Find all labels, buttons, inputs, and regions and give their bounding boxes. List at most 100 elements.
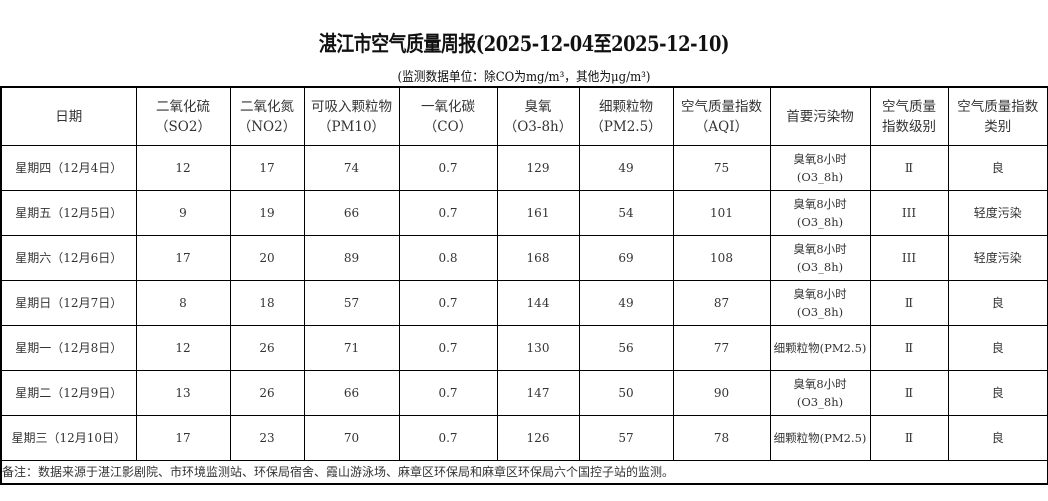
- pollutant-code: (O3_8h): [796, 260, 844, 274]
- pollutant-code: (O3_8h): [796, 305, 844, 319]
- pollutant-code: (O3_8h): [796, 170, 844, 184]
- header-line1: 日期: [55, 108, 83, 125]
- cell-primary-pollutant: 细颗粒物(PM2.5): [769, 415, 871, 461]
- cell-date: 星期四（12月4日）: [0, 145, 137, 191]
- pollutant-name: 臭氧8小时: [793, 197, 847, 211]
- header-line1: 空气质量指数: [681, 98, 762, 115]
- cell-level: Ⅱ: [869, 370, 949, 416]
- cell-so2: 8: [135, 280, 231, 326]
- cell-pm25: 49: [578, 280, 674, 326]
- cell-aqi: 90: [672, 370, 771, 416]
- header-line1: 一氧化碳: [421, 98, 475, 115]
- cell-co: 0.7: [398, 145, 498, 191]
- cell-pm25: 54: [578, 190, 674, 236]
- pollutant-name: 细颗粒物(PM2.5): [773, 431, 867, 445]
- header-line1: 二氧化氮: [240, 98, 294, 115]
- cell-primary-pollutant: 臭氧8小时 (O3_8h): [769, 235, 871, 281]
- cell-aqi: 87: [672, 280, 771, 326]
- cell-co: 0.8: [398, 235, 498, 281]
- cell-pm10: 71: [303, 325, 400, 371]
- cell-co: 0.7: [398, 370, 498, 416]
- cell-so2: 17: [135, 235, 231, 281]
- column-header: 二氧化硫 （SO2）: [135, 86, 231, 146]
- table-row: 星期一（12月8日） 12 26 71 0.7 130 56 77 细颗粒物(PM2.5) Ⅱ 良: [0, 325, 1048, 371]
- cell-primary-pollutant: 臭氧8小时 (O3_8h): [769, 145, 871, 191]
- cell-o3: 147: [496, 370, 580, 416]
- cell-cat: 良: [947, 370, 1048, 416]
- header-line2: （NO2）: [237, 118, 297, 135]
- pollutant-code: (O3_8h): [796, 395, 844, 409]
- page-title: 湛江市空气质量周报(2025-12-04至2025-12-10): [318, 31, 730, 56]
- column-header: 首要污染物: [769, 86, 871, 146]
- table-row: 星期三（12月10日） 17 23 70 0.7 126 57 78 细颗粒物(PM2.5) Ⅱ 良: [0, 415, 1048, 461]
- header-line2: （SO2）: [155, 118, 211, 135]
- cell-no2: 26: [229, 370, 305, 416]
- cell-no2: 17: [229, 145, 305, 191]
- cell-so2: 9: [135, 190, 231, 236]
- cell-cat: 轻度污染: [947, 190, 1048, 236]
- header-line1: 细颗粒物: [599, 98, 653, 115]
- pollutant-name: 臭氧8小时: [793, 152, 847, 166]
- header-line1: 二氧化硫: [156, 98, 210, 115]
- table-row: 星期二（12月9日） 13 26 66 0.7 147 50 90 臭氧8小时 (O3_8h) Ⅱ 良: [0, 370, 1048, 416]
- cell-so2: 12: [135, 145, 231, 191]
- cell-level: Ⅱ: [869, 145, 949, 191]
- cell-cat: 良: [947, 280, 1048, 326]
- cell-so2: 12: [135, 325, 231, 371]
- header-line1: 首要污染物: [786, 108, 854, 125]
- cell-no2: 26: [229, 325, 305, 371]
- cell-date: 星期六（12月6日）: [0, 235, 137, 281]
- table-row: 星期日（12月7日） 8 18 57 0.7 144 49 87 臭氧8小时 (O3_8h) Ⅱ 良: [0, 280, 1048, 326]
- cell-pm10: 66: [303, 370, 400, 416]
- header-line2: （PM10）: [317, 118, 386, 135]
- cell-aqi: 77: [672, 325, 771, 371]
- cell-date: 星期三（12月10日）: [0, 415, 137, 461]
- table-row: 星期五（12月5日） 9 19 66 0.7 161 54 101 臭氧8小时 (O3_8h) II…: [0, 190, 1048, 236]
- cell-level: Ⅱ: [869, 325, 949, 371]
- pollutant-code: (O3_8h): [796, 215, 844, 229]
- cell-cat: 良: [947, 145, 1048, 191]
- cell-cat: 轻度污染: [947, 235, 1048, 281]
- cell-cat: 良: [947, 415, 1048, 461]
- table-row: 星期六（12月6日） 17 20 89 0.8 168 69 108 臭氧8小时 (O3_8h) I…: [0, 235, 1048, 281]
- pollutant-name: 臭氧8小时: [793, 377, 847, 391]
- cell-primary-pollutant: 臭氧8小时 (O3_8h): [769, 190, 871, 236]
- cell-pm10: 70: [303, 415, 400, 461]
- column-header: 可吸入颗粒物 （PM10）: [303, 86, 400, 146]
- cell-co: 0.7: [398, 190, 498, 236]
- header-line1: 空气质量: [882, 98, 936, 115]
- column-header: 空气质量指数 类别: [947, 86, 1048, 146]
- cell-pm25: 69: [578, 235, 674, 281]
- cell-level: Ⅱ: [869, 415, 949, 461]
- column-header: 空气质量 指数级别: [869, 86, 949, 146]
- cell-so2: 17: [135, 415, 231, 461]
- pollutant-name: 臭氧8小时: [793, 242, 847, 256]
- column-header: 一氧化碳 （CO）: [398, 86, 498, 146]
- cell-o3: 129: [496, 145, 580, 191]
- header-line2: （CO）: [423, 118, 473, 135]
- header-line2: （PM2.5）: [590, 118, 662, 135]
- column-header: 空气质量指数 （AQI）: [672, 86, 771, 146]
- cell-o3: 130: [496, 325, 580, 371]
- cell-co: 0.7: [398, 325, 498, 371]
- cell-primary-pollutant: 细颗粒物(PM2.5): [769, 325, 871, 371]
- unit-note: (监测数据单位：除CO为mg/m³，其他为μg/m³): [397, 70, 651, 85]
- cell-date: 星期日（12月7日）: [0, 280, 137, 326]
- header-line1: 臭氧: [524, 98, 552, 115]
- cell-pm10: 74: [303, 145, 400, 191]
- cell-co: 0.7: [398, 415, 498, 461]
- pollutant-name: 臭氧8小时: [793, 287, 847, 301]
- cell-pm10: 89: [303, 235, 400, 281]
- cell-primary-pollutant: 臭氧8小时 (O3_8h): [769, 370, 871, 416]
- header-line2: （O3-8h）: [503, 118, 573, 135]
- cell-no2: 20: [229, 235, 305, 281]
- cell-level: III: [869, 190, 949, 236]
- header-line2: （AQI）: [694, 118, 749, 135]
- header-line1: 空气质量指数: [957, 98, 1039, 115]
- column-header: 细颗粒物 （PM2.5）: [578, 86, 674, 146]
- air-quality-table: 日期 二氧化硫 （SO2） 二氧化氮 （NO2） 可吸入颗粒物 （PM10） 一氧化碳 （CO）…: [0, 86, 1048, 485]
- column-header: 日期: [0, 86, 137, 146]
- cell-pm10: 57: [303, 280, 400, 326]
- cell-o3: 144: [496, 280, 580, 326]
- header-line2: 指数级别: [882, 118, 936, 135]
